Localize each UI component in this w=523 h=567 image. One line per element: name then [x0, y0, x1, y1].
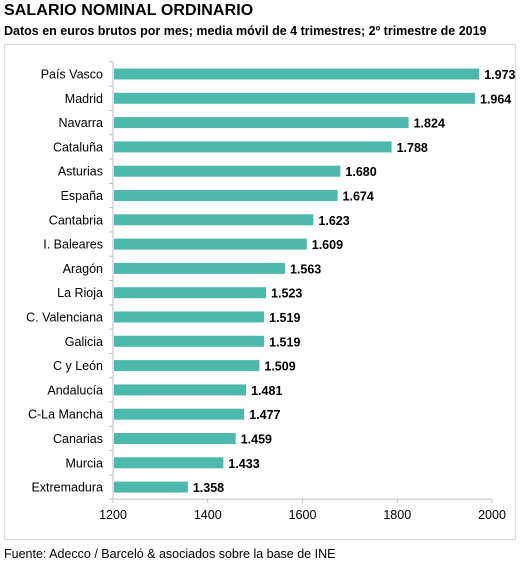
bar	[114, 238, 307, 250]
value-label: 1.358	[193, 481, 224, 495]
category-label: Navarra	[59, 116, 104, 130]
bar	[114, 335, 265, 347]
bar	[114, 408, 245, 420]
bar	[114, 165, 341, 177]
value-label: 1.788	[397, 141, 428, 155]
value-label: 1.519	[269, 335, 300, 349]
bar	[114, 384, 247, 396]
bar	[114, 311, 265, 323]
category-label: Asturias	[58, 165, 103, 179]
bar	[114, 433, 236, 444]
category-label: Murcia	[65, 456, 103, 470]
category-label: Canarias	[53, 432, 103, 446]
bar	[114, 214, 314, 226]
value-label: 1.964	[480, 92, 511, 106]
x-tick-label: 1800	[383, 508, 411, 522]
value-label: 1.609	[312, 238, 343, 252]
category-label: Madrid	[65, 92, 103, 106]
category-label: C. Valenciana	[26, 311, 103, 325]
category-label: Aragón	[63, 262, 103, 276]
category-label: Galicia	[65, 335, 103, 349]
chart-title: SALARIO NOMINAL ORDINARIO	[4, 2, 254, 19]
bar	[114, 457, 224, 469]
bar	[114, 190, 338, 201]
bar	[114, 92, 475, 104]
value-label: 1.433	[228, 457, 259, 471]
category-label: País Vasco	[41, 68, 103, 82]
value-label: 1.477	[249, 408, 280, 422]
bar	[114, 262, 285, 274]
value-label: 1.623	[318, 214, 349, 228]
category-label: Extremadura	[31, 481, 103, 495]
bar	[114, 68, 480, 80]
category-label: La Rioja	[57, 286, 103, 300]
value-label: 1.523	[271, 287, 302, 301]
category-label: Cantabria	[49, 213, 103, 227]
x-tick-label: 2000	[478, 508, 506, 522]
bar	[114, 360, 260, 372]
value-label: 1.674	[343, 190, 374, 204]
value-label: 1.563	[290, 262, 321, 276]
category-label: I. Baleares	[43, 238, 103, 252]
category-label: Cataluña	[53, 140, 103, 154]
bar	[114, 481, 188, 493]
category-label: España	[61, 189, 103, 203]
chart-subtitle: Datos en euros brutos por mes; media móv…	[4, 24, 487, 38]
bar	[114, 287, 267, 299]
category-label: Andalucía	[47, 383, 103, 397]
x-tick-label: 1200	[99, 508, 127, 522]
x-tick-label: 1400	[194, 508, 222, 522]
value-label: 1.519	[269, 311, 300, 325]
value-label: 1.973	[484, 68, 515, 82]
category-label: C-La Mancha	[28, 408, 103, 422]
value-label: 1.459	[241, 433, 272, 447]
bar	[114, 141, 392, 153]
source-note: Fuente: Adecco / Barceló & asociados sob…	[4, 547, 336, 561]
x-tick-label: 1600	[289, 508, 317, 522]
value-label: 1.824	[414, 117, 445, 131]
value-label: 1.680	[345, 165, 376, 179]
bar	[114, 117, 409, 129]
category-label: C y León	[53, 359, 103, 373]
chart-frame	[4, 44, 516, 540]
value-label: 1.481	[251, 384, 282, 398]
value-label: 1.509	[264, 360, 295, 374]
